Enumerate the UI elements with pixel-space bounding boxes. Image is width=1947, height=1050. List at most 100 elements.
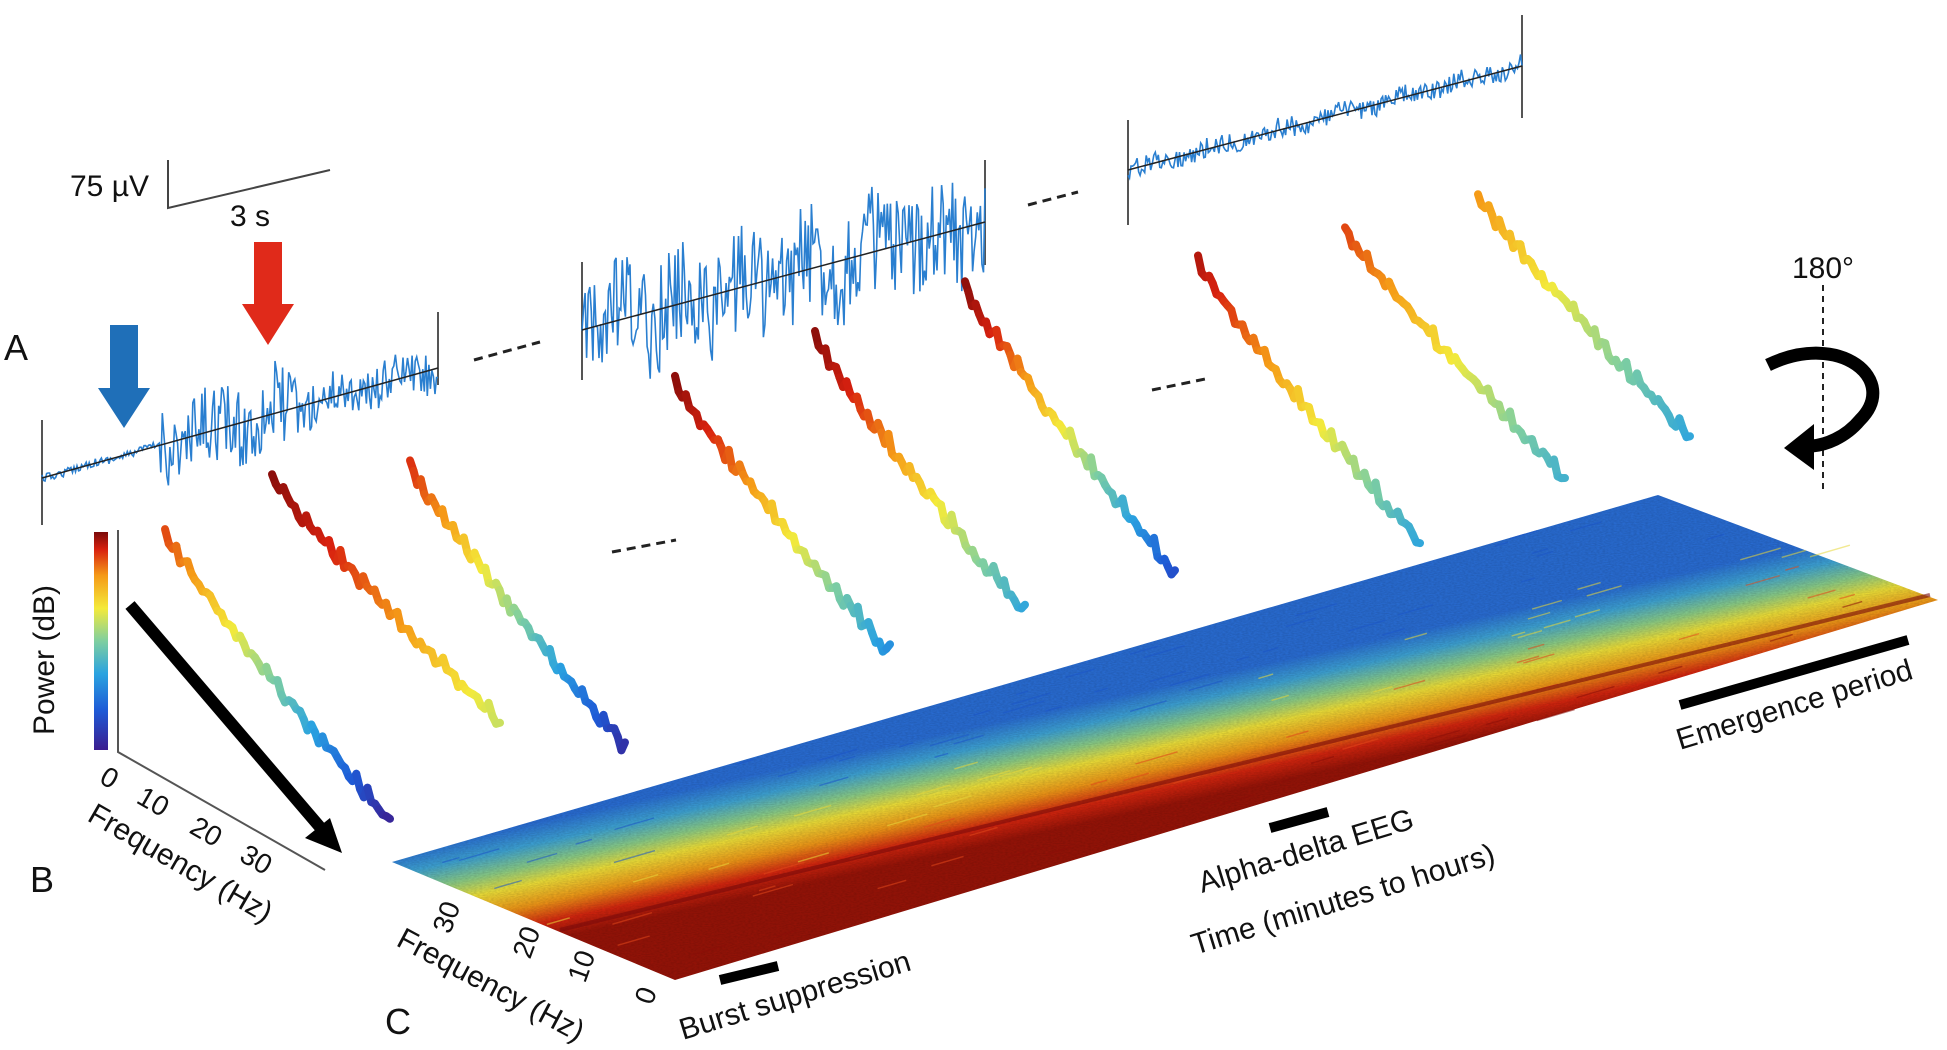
spectrogram bbox=[392, 495, 1938, 980]
spectrogram-streak bbox=[1045, 846, 1072, 856]
spec-tick-0: 0 bbox=[629, 983, 663, 1008]
spectrogram-streak bbox=[1295, 603, 1337, 617]
spectrum-5-segment bbox=[1017, 600, 1029, 613]
spectrogram-streak bbox=[1517, 630, 1543, 639]
spectrogram-streak bbox=[1227, 727, 1241, 733]
spectrogram-streak bbox=[546, 917, 570, 926]
spectrum-9-segment bbox=[1682, 432, 1694, 442]
trace-2-signal bbox=[581, 182, 986, 379]
spectrogram-streak bbox=[1740, 547, 1781, 561]
spectrogram-streak bbox=[1220, 794, 1254, 806]
spectrogram-streak bbox=[899, 742, 914, 748]
spectrogram-streak bbox=[1527, 611, 1551, 620]
emergence-bar bbox=[1678, 635, 1910, 710]
spectrum-6 bbox=[961, 277, 1179, 579]
spectrogram-streak bbox=[1531, 599, 1562, 610]
spectrogram-streak bbox=[954, 761, 978, 770]
spectrogram-streak bbox=[1678, 633, 1700, 641]
spectrogram-streak bbox=[690, 944, 727, 956]
spectrogram-streak bbox=[1569, 521, 1602, 532]
spectrogram-streak bbox=[797, 852, 830, 863]
spectrogram-streak bbox=[1173, 774, 1201, 784]
spectrogram-streak bbox=[1135, 751, 1178, 765]
spectrogram-streak bbox=[1123, 772, 1150, 782]
ellipsis-3 bbox=[611, 538, 677, 554]
spec-tick-10: 10 bbox=[562, 946, 602, 986]
spectrum-9 bbox=[1474, 190, 1694, 442]
ellipsis-2 bbox=[1027, 190, 1079, 207]
spectrogram-streak bbox=[614, 817, 655, 831]
spectrogram-streak bbox=[1090, 779, 1107, 786]
spectrogram-streak bbox=[933, 795, 972, 808]
panel-c-label: C bbox=[385, 1001, 411, 1042]
spectrogram-streak bbox=[1169, 673, 1210, 687]
spectrogram-streak bbox=[929, 733, 970, 747]
panel-a-label: A bbox=[4, 327, 28, 368]
eeg-trace-1 bbox=[41, 312, 439, 525]
spectrogram-streak bbox=[776, 929, 797, 937]
spectrogram-streak bbox=[1286, 730, 1309, 739]
rotate-180-icon bbox=[1765, 285, 1880, 490]
spectrogram-streak bbox=[887, 813, 928, 827]
eeg-trace-3 bbox=[1127, 15, 1523, 225]
spectrogram-streak bbox=[969, 826, 998, 837]
spectrogram-streak bbox=[442, 856, 460, 864]
spectrogram-streak bbox=[1129, 700, 1167, 713]
spectrogram-streak bbox=[973, 709, 991, 716]
rotation-label: 180° bbox=[1792, 252, 1854, 285]
spectrogram-streak bbox=[1143, 645, 1185, 659]
spectrogram-streak bbox=[1310, 755, 1335, 764]
spectrum-3-segment bbox=[617, 738, 629, 755]
spectrum-3 bbox=[406, 456, 629, 755]
spectrogram-streak bbox=[1373, 685, 1393, 693]
spectrogram-streak bbox=[1509, 530, 1538, 540]
scale-duration: 3 s bbox=[230, 200, 270, 233]
spectrogram-streak bbox=[977, 770, 1011, 781]
spectrum-1 bbox=[161, 525, 394, 823]
spectrogram-streak bbox=[777, 770, 798, 778]
spectrogram-streak bbox=[1485, 717, 1509, 726]
spectrogram-streak bbox=[1023, 766, 1042, 774]
spectrogram-streak bbox=[1094, 687, 1108, 693]
trace-3-trend bbox=[1127, 65, 1523, 171]
spectrogram-streak bbox=[1188, 680, 1223, 692]
power-colorbar bbox=[94, 532, 108, 750]
spectrogram-streak bbox=[1045, 705, 1062, 712]
spectrogram-streak bbox=[1342, 738, 1379, 750]
spectrogram-streak bbox=[1201, 799, 1222, 807]
spectrogram-streak bbox=[1011, 692, 1051, 705]
spectrogram-streak bbox=[1129, 645, 1159, 655]
spectrogram-streak bbox=[1023, 807, 1038, 814]
spectrogram-streak bbox=[1785, 565, 1799, 571]
spectrogram-streak bbox=[1404, 632, 1428, 641]
spectrogram-streak bbox=[752, 883, 794, 897]
ellipsis-marks bbox=[473, 190, 1211, 554]
spectrogram-streak bbox=[1781, 549, 1806, 559]
spectrogram-streak bbox=[526, 852, 558, 863]
spectrogram-streak bbox=[1495, 541, 1509, 547]
panel-b-axes bbox=[117, 530, 326, 871]
spectrogram-streak bbox=[953, 734, 984, 745]
burst-bar bbox=[718, 961, 780, 985]
spectrogram-streak bbox=[763, 861, 805, 875]
spectrogram-streak bbox=[458, 848, 500, 862]
alpha-bar bbox=[1268, 807, 1330, 833]
trace-1-trend bbox=[41, 367, 439, 479]
spectrogram-streak bbox=[1536, 550, 1554, 557]
scale-bar: 75 µV 3 s bbox=[70, 160, 331, 233]
spectrogram-streak bbox=[575, 838, 593, 845]
spectrogram-streak bbox=[838, 755, 856, 762]
spectrogram-streak bbox=[1015, 690, 1029, 696]
spectrogram-streak bbox=[1236, 656, 1250, 661]
spectrogram-ridge bbox=[559, 593, 1931, 932]
spectrogram-streak bbox=[931, 855, 964, 867]
power-axis-label: Power (dB) bbox=[28, 585, 61, 735]
spectrogram-streak bbox=[708, 862, 730, 870]
spectrogram-streak bbox=[1520, 577, 1536, 583]
spectrogram-streak bbox=[1523, 653, 1555, 664]
spectrogram-streak bbox=[1516, 655, 1540, 664]
spectrogram-streak bbox=[1271, 694, 1289, 702]
spectrogram-streak bbox=[1658, 665, 1683, 674]
spectrogram-streak bbox=[1574, 609, 1601, 618]
